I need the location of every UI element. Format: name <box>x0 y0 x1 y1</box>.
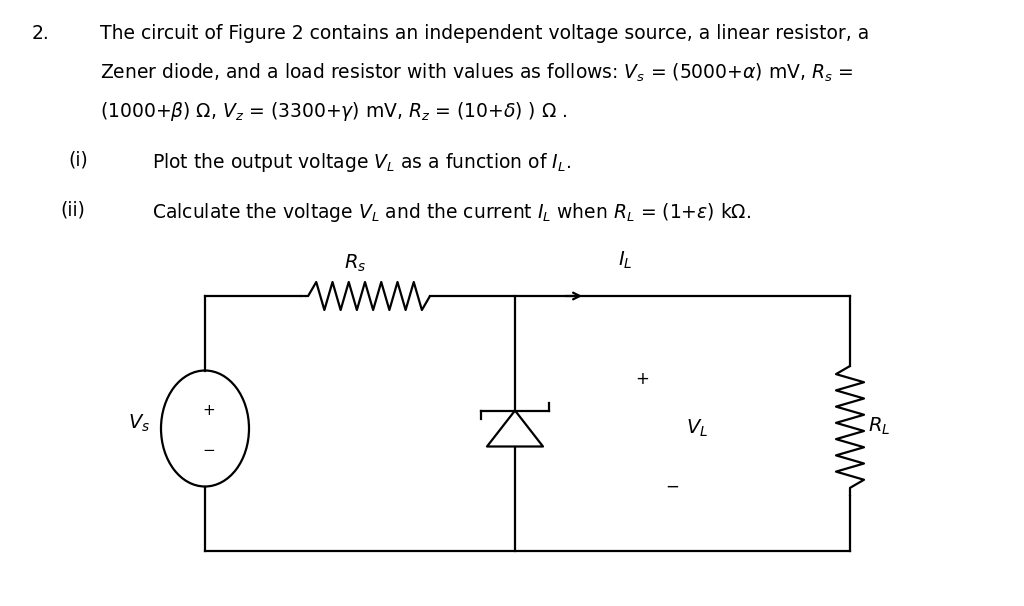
Text: (ii): (ii) <box>60 201 85 220</box>
Text: $V_L$: $V_L$ <box>686 418 709 439</box>
Text: −: − <box>666 478 680 496</box>
Text: $R_s$: $R_s$ <box>344 253 367 274</box>
Text: Plot the output voltage $V_L$ as a function of $I_L$.: Plot the output voltage $V_L$ as a funct… <box>152 151 571 174</box>
Text: +: + <box>636 370 649 387</box>
Text: +: + <box>203 403 215 418</box>
Text: $R_L$: $R_L$ <box>868 415 890 437</box>
Text: Calculate the voltage $V_L$ and the current $I_L$ when $R_L$ = (1+$\varepsilon$): Calculate the voltage $V_L$ and the curr… <box>152 201 752 224</box>
Text: 2.: 2. <box>32 24 50 43</box>
Text: Zener diode, and a load resistor with values as follows: $V_s$ = (5000+$\alpha$): Zener diode, and a load resistor with va… <box>100 62 853 84</box>
Text: (i): (i) <box>68 151 88 170</box>
Text: (1000+$\beta$) $\Omega$, $V_z$ = (3300+$\gamma$) mV, $R_z$ = (10+$\delta$) ) $\O: (1000+$\beta$) $\Omega$, $V_z$ = (3300+$… <box>100 100 567 123</box>
Text: The circuit of Figure 2 contains an independent voltage source, a linear resisto: The circuit of Figure 2 contains an inde… <box>100 24 869 43</box>
Text: −: − <box>203 443 215 458</box>
Text: $I_L$: $I_L$ <box>617 250 632 271</box>
Text: $V_s$: $V_s$ <box>128 413 150 434</box>
